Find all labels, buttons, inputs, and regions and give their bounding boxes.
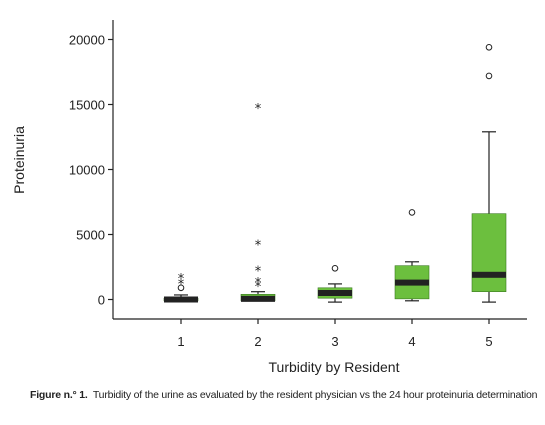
outlier-star: *: [255, 280, 262, 295]
box-3: [317, 265, 353, 303]
outlier-star: *: [255, 102, 262, 117]
x-axis-title: Turbidity by Resident: [269, 359, 400, 375]
figure-caption: Figure n.° 1. Turbidity of the urine as …: [30, 389, 540, 401]
y-tick-label-5000: 5000: [76, 228, 105, 243]
x-tick-label-1: 1: [177, 334, 184, 349]
outlier-circle: [408, 209, 416, 216]
x-tick-label-3: 3: [331, 334, 338, 349]
y-tick-label-10000: 10000: [69, 163, 105, 178]
median-bar: [395, 279, 429, 286]
box-1: ***: [163, 272, 199, 303]
box-iqr: [471, 213, 507, 292]
outlier-circle: [331, 265, 339, 272]
median-bar: [164, 296, 198, 303]
box-2: *****: [240, 102, 276, 302]
outlier-star: *: [178, 272, 185, 287]
median-bar: [318, 290, 352, 296]
outlier-star: *: [178, 277, 185, 292]
caption-text: Turbidity of the urine as evaluated by t…: [92, 389, 538, 401]
outlier-star: *: [178, 284, 185, 299]
median-bar: [241, 295, 275, 302]
y-tick-label-20000: 20000: [69, 33, 105, 48]
outlier-star: *: [255, 238, 262, 253]
y-tick-label-15000: 15000: [69, 98, 105, 113]
x-tick-label-2: 2: [254, 334, 261, 349]
box-4: [394, 209, 430, 302]
y-tick-label-0: 0: [98, 293, 105, 308]
outlier-circle: [177, 284, 185, 292]
x-tick-label-4: 4: [408, 334, 415, 349]
median-bar: [472, 271, 506, 278]
outlier-circle: [485, 44, 493, 51]
outlier-circle: [485, 72, 493, 80]
caption-label: Figure n.° 1.: [30, 389, 88, 401]
box-5: [471, 44, 507, 303]
x-tick-label-5: 5: [485, 334, 492, 349]
outlier-star: *: [255, 276, 262, 291]
outlier-star: *: [255, 264, 262, 279]
box-group: ********: [163, 44, 507, 303]
axes: 0 5000 10000 15000 20000 1 2 3 4 5: [69, 20, 527, 349]
y-axis-title: Proteinuria: [11, 126, 27, 194]
